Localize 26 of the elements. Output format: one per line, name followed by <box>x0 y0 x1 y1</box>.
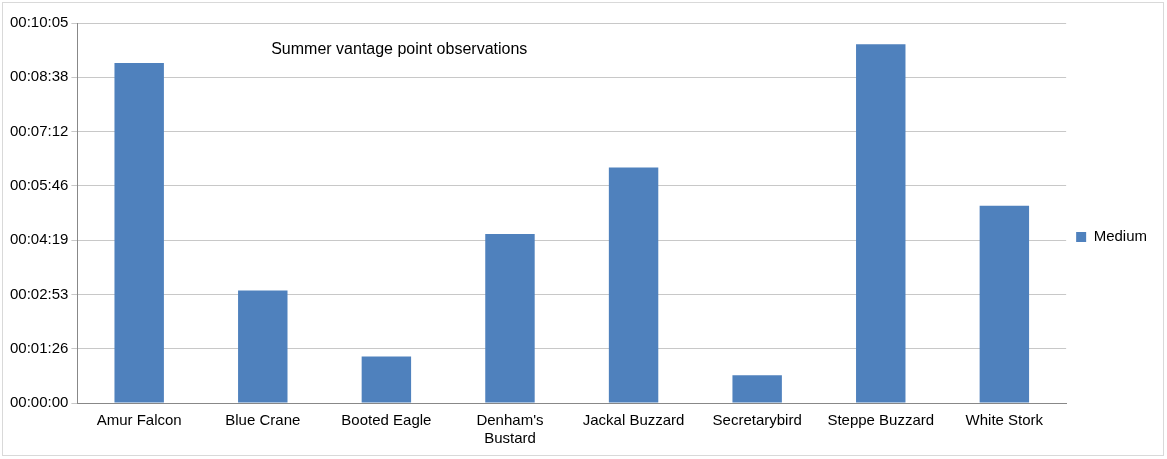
x-tick-label: Secretarybird <box>712 411 802 429</box>
bar <box>732 375 782 403</box>
y-tick-label: 00:02:53 <box>10 284 69 302</box>
bar <box>114 63 164 403</box>
x-tick-label: Steppe Buzzard <box>827 411 935 429</box>
bar <box>238 290 288 403</box>
x-tick-label: White Stork <box>965 411 1044 429</box>
x-tick-label: Booted Eagle <box>341 411 432 429</box>
bar <box>361 356 412 403</box>
y-tick-label: 00:08:38 <box>10 67 69 85</box>
bar <box>485 233 535 403</box>
bar <box>856 44 906 403</box>
y-tick-label: 00:01:26 <box>10 338 69 356</box>
y-tick-label: 00:05:46 <box>10 176 69 193</box>
legend-label: Medium <box>1093 227 1148 245</box>
bar <box>979 205 1030 403</box>
y-tick-label: 00:04:19 <box>10 230 69 248</box>
y-tick-label: 00:00:00 <box>10 393 69 411</box>
y-tick-label: 00:07:12 <box>10 121 69 139</box>
x-tick-label: Blue Crane <box>225 411 301 429</box>
y-tick-label: 00:10:05 <box>10 13 69 31</box>
x-tick-label: Amur Falcon <box>96 411 182 429</box>
text: Summer vantage point observations <box>271 40 528 58</box>
x-tick-label: Denham's Bustard <box>476 411 544 447</box>
x-tick-label: Jackal Buzzard <box>582 411 685 429</box>
bar <box>608 167 659 403</box>
